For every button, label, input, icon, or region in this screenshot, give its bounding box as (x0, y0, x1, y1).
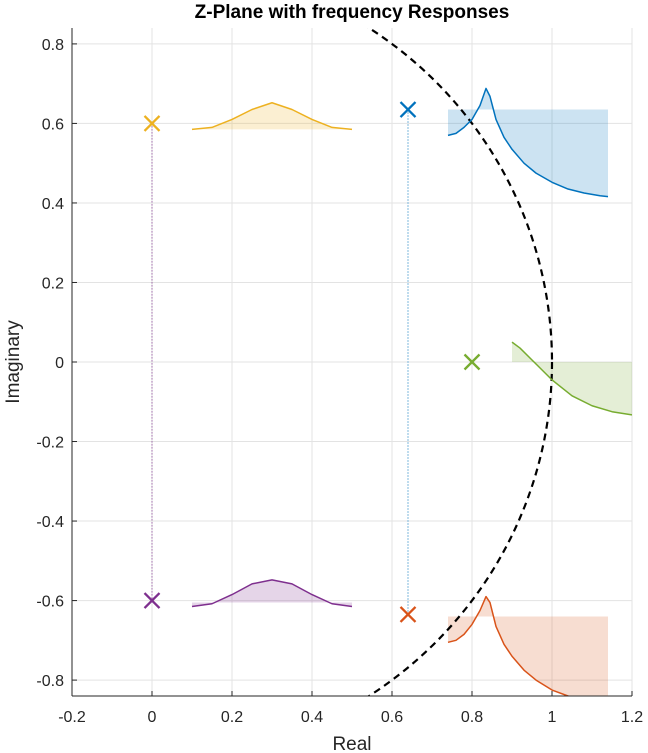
x-tick-labels: -0.2 0 0.2 0.4 0.6 0.8 1 1.2 (58, 709, 643, 726)
y-tick-label: -0.4 (36, 514, 64, 531)
axes (71, 28, 633, 697)
pole-guides (151, 109, 409, 615)
response-fill (448, 596, 608, 696)
pole-marker (399, 606, 417, 623)
response-fill (448, 88, 608, 197)
x-tick-label: 1 (548, 709, 557, 726)
response-fill (192, 579, 352, 607)
x-tick-label: -0.2 (58, 709, 86, 726)
y-tick-labels: 0.8 0.6 0.4 0.2 0 -0.2 -0.4 -0.6 -0.8 (36, 37, 64, 690)
x-tick-label: 1.2 (621, 709, 643, 726)
response-curve (447, 87, 609, 198)
x-tick-label: 0.2 (221, 709, 243, 726)
pole-marker (143, 115, 161, 132)
y-tick-label: -0.8 (36, 673, 64, 690)
pole-marker (399, 101, 417, 118)
chart-title: Z-Plane with frequency Responses (195, 2, 510, 23)
response-fills (192, 88, 632, 696)
y-tick-label: 0.6 (42, 116, 64, 133)
y-tick-label: -0.6 (36, 594, 64, 611)
y-tick-label: -0.2 (36, 435, 64, 452)
y-tick-label: 0.4 (42, 196, 64, 213)
y-tick-label: 0 (55, 355, 64, 372)
response-curves (191, 87, 632, 696)
poles (143, 101, 481, 623)
x-tick-label: 0.6 (381, 709, 403, 726)
x-tick-label: 0 (148, 709, 157, 726)
response-curve (511, 341, 632, 416)
response-curve (191, 579, 353, 608)
x-tick-label: 0.4 (301, 709, 323, 726)
unit-circle (366, 28, 553, 696)
y-axis-label: Imaginary (3, 320, 24, 404)
response-fill (512, 342, 632, 415)
unit-circle-arc (366, 28, 553, 696)
response-curve (191, 102, 353, 131)
y-tick-label: 0.2 (42, 275, 64, 292)
response-curve (447, 595, 572, 696)
pole-marker (143, 592, 161, 609)
response-fill (192, 102, 352, 130)
pole-marker (463, 353, 481, 371)
x-tick-label: 0.8 (461, 709, 483, 726)
x-axis-label: Real (332, 734, 371, 753)
y-tick-label: 0.8 (42, 37, 64, 54)
